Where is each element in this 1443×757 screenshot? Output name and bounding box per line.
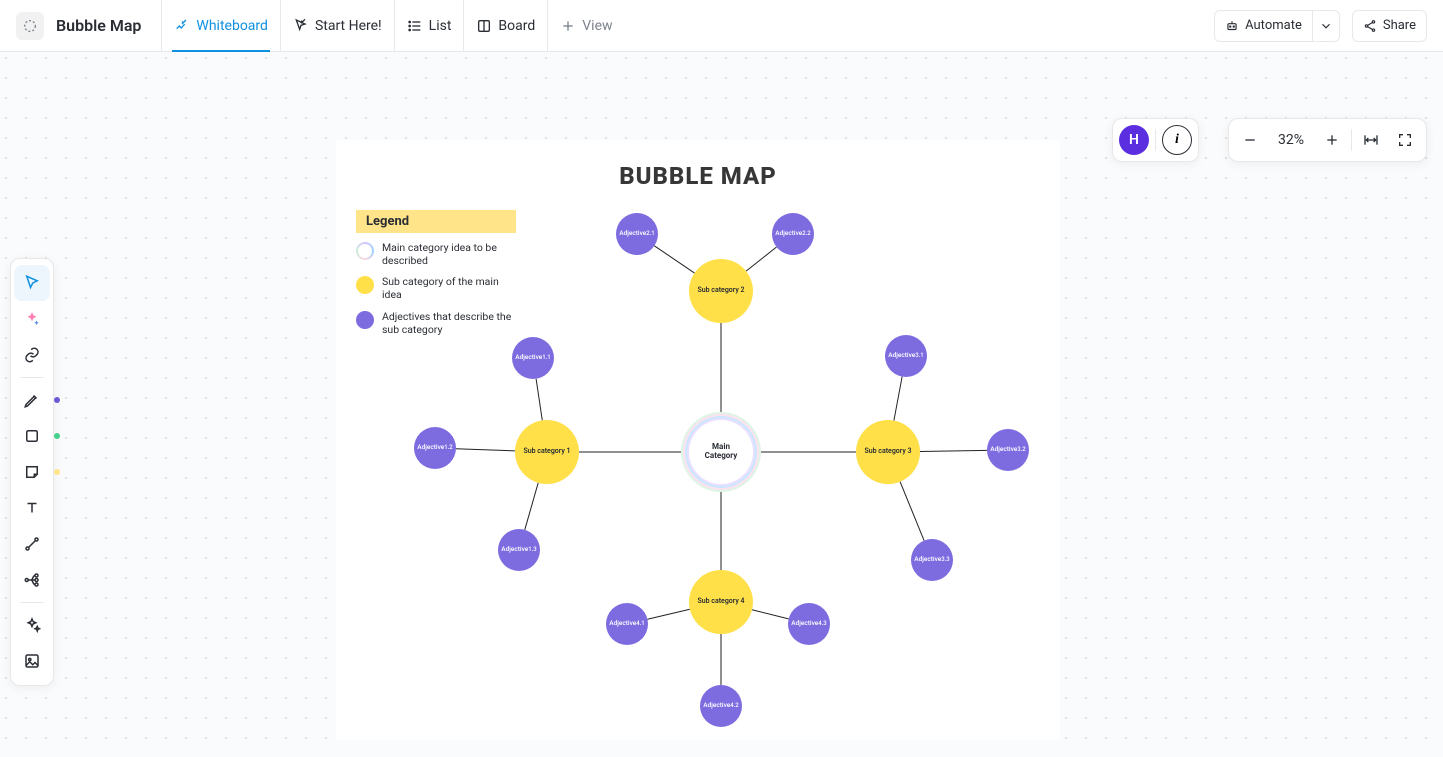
share-button[interactable]: Share	[1352, 10, 1427, 42]
text-icon	[23, 499, 41, 517]
pen-color-dot	[54, 397, 60, 403]
note-color-dot	[54, 469, 60, 475]
node-a22[interactable]: Adjective2.2	[772, 213, 814, 255]
ai-icon	[23, 310, 41, 328]
node-a11[interactable]: Adjective1.1	[512, 337, 554, 379]
add-view-label: View	[582, 18, 612, 34]
doc-icon	[16, 12, 44, 40]
automate-label: Automate	[1245, 18, 1302, 33]
automate-button[interactable]: Automate	[1214, 10, 1313, 42]
pen-icon	[23, 391, 41, 409]
node-a43[interactable]: Adjective4.3	[788, 603, 830, 645]
node-s1[interactable]: Sub category 1	[515, 420, 579, 484]
ai-tool[interactable]	[14, 301, 50, 337]
tab-whiteboard[interactable]: Whiteboard	[161, 0, 280, 51]
shape-color-dot	[54, 433, 60, 439]
zoom-controls: 32%	[1228, 118, 1427, 162]
connector-tool[interactable]	[14, 526, 50, 562]
mindmap-icon	[23, 571, 41, 589]
add-view-button[interactable]: View	[547, 0, 624, 51]
node-a32[interactable]: Adjective3.2	[987, 429, 1029, 471]
sticky-note-icon	[23, 463, 41, 481]
node-a13[interactable]: Adjective1.3	[498, 529, 540, 571]
fit-width-button[interactable]	[1354, 123, 1388, 157]
fullscreen-button[interactable]	[1388, 123, 1422, 157]
node-layer: MainCategory Sub category 1 Sub category 2…	[336, 140, 1060, 740]
magic-tool[interactable]	[14, 607, 50, 643]
node-main-category[interactable]: MainCategory	[689, 420, 753, 484]
sparkle-icon	[23, 616, 41, 634]
node-s4[interactable]: Sub category 4	[689, 570, 753, 634]
zoom-out-button[interactable]	[1233, 123, 1267, 157]
share-icon	[1363, 19, 1377, 33]
bubble-map-diagram: BUBBLE MAP Legend Main category idea to …	[336, 140, 1060, 740]
node-s3[interactable]: Sub category 3	[856, 420, 920, 484]
zoom-value[interactable]: 32%	[1267, 132, 1315, 148]
share-label: Share	[1383, 18, 1416, 33]
mindmap-tool[interactable]	[14, 562, 50, 598]
node-a21[interactable]: Adjective2.1	[616, 213, 658, 255]
cursor-icon	[23, 274, 41, 292]
tool-rail	[10, 258, 54, 686]
tab-label: Board	[498, 18, 535, 34]
node-a12[interactable]: Adjective1.2	[414, 427, 456, 469]
square-icon	[23, 427, 41, 445]
text-tool[interactable]	[14, 490, 50, 526]
tab-label: Start Here!	[315, 18, 382, 34]
board-icon	[476, 18, 492, 34]
whiteboard-sheet[interactable]: BUBBLE MAP Legend Main category idea to …	[336, 140, 1060, 740]
canvas-stage[interactable]: H i 32% BUBBLE MAP Legend Main category …	[0, 52, 1443, 757]
image-icon	[23, 652, 41, 670]
view-tabs: Whiteboard Start Here! List Board View	[161, 0, 624, 51]
pen-tool[interactable]	[14, 382, 50, 418]
zoom-in-button[interactable]	[1315, 123, 1349, 157]
chevron-down-icon	[1319, 19, 1333, 33]
node-s2[interactable]: Sub category 2	[689, 259, 753, 323]
info-button[interactable]: i	[1162, 125, 1192, 155]
select-tool[interactable]	[14, 265, 50, 301]
topbar: Bubble Map Whiteboard Start Here! List B…	[0, 0, 1443, 52]
shape-tool[interactable]	[14, 418, 50, 454]
link-tool[interactable]	[14, 337, 50, 373]
presence-box: H i	[1112, 118, 1199, 162]
avatar[interactable]: H	[1119, 125, 1149, 155]
node-a31[interactable]: Adjective3.1	[885, 335, 927, 377]
automate-dropdown[interactable]	[1313, 10, 1340, 42]
tab-label: List	[429, 18, 452, 34]
plus-icon	[560, 18, 576, 34]
connector-icon	[23, 535, 41, 553]
cursor-in-icon	[293, 18, 309, 34]
node-a42[interactable]: Adjective4.2	[700, 685, 742, 727]
sticky-note-tool[interactable]	[14, 454, 50, 490]
page-title: Bubble Map	[56, 16, 141, 35]
node-a33[interactable]: Adjective3.3	[911, 539, 953, 581]
node-a41[interactable]: Adjective4.1	[606, 603, 648, 645]
automate-group: Automate	[1214, 10, 1340, 42]
tab-list[interactable]: List	[394, 0, 464, 51]
whiteboard-icon	[174, 18, 190, 34]
tab-start-here[interactable]: Start Here!	[280, 0, 394, 51]
image-tool[interactable]	[14, 643, 50, 679]
tab-label: Whiteboard	[196, 18, 268, 34]
list-icon	[407, 18, 423, 34]
robot-icon	[1225, 19, 1239, 33]
link-icon	[23, 346, 41, 364]
tab-board[interactable]: Board	[463, 0, 547, 51]
